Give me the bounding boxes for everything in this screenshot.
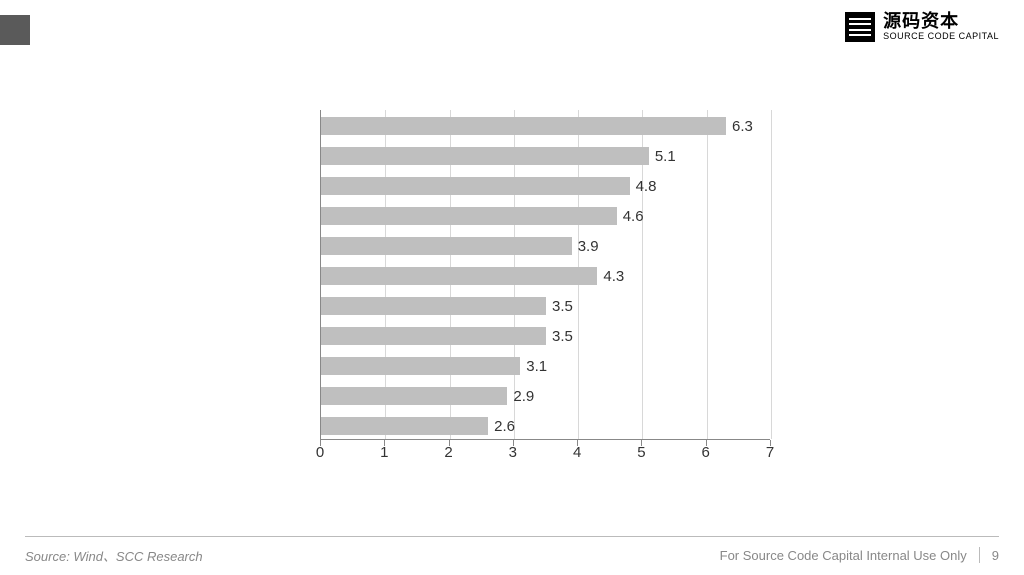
gridline (771, 110, 772, 439)
bar (321, 117, 726, 135)
logo-english: SOURCE CODE CAPITAL (883, 32, 999, 42)
bar (321, 267, 597, 285)
bar-chart: 报喜鸟6.3探路者5.1九牧王4.8七匹狼4.6雅戈尔3.9ME&CITY4.3… (230, 110, 810, 480)
bar (321, 297, 546, 315)
footer-right: For Source Code Capital Internal Use Onl… (720, 547, 999, 563)
bar (321, 177, 630, 195)
bar-value-label: 2.6 (494, 418, 515, 435)
bar (321, 327, 546, 345)
x-tick-label: 0 (316, 444, 324, 461)
bar (321, 387, 507, 405)
slide-accent-block (0, 15, 30, 45)
slide-footer: Source: Wind、SCC Research For Source Cod… (0, 535, 1024, 575)
x-tick-label: 5 (637, 444, 645, 461)
bar (321, 417, 488, 435)
bar (321, 147, 649, 165)
bar (321, 207, 617, 225)
bar-value-label: 6.3 (732, 118, 753, 135)
bar-value-label: 5.1 (655, 148, 676, 165)
bar-value-label: 3.9 (578, 238, 599, 255)
bar-value-label: 4.3 (603, 268, 624, 285)
bar-value-label: 3.1 (526, 358, 547, 375)
bar-value-label: 2.9 (513, 388, 534, 405)
source-text: Source: Wind、SCC Research (25, 546, 203, 565)
x-tick-label: 1 (380, 444, 388, 461)
bar (321, 357, 520, 375)
bar (321, 237, 572, 255)
footer-vertical-divider (979, 547, 980, 563)
x-tick-label: 4 (573, 444, 581, 461)
confidential-text: For Source Code Capital Internal Use Onl… (720, 548, 967, 563)
gridline (707, 110, 708, 439)
x-tick-label: 6 (702, 444, 710, 461)
company-logo: 源码资本 SOURCE CODE CAPITAL (845, 12, 999, 42)
bar-value-label: 4.6 (623, 208, 644, 225)
page-number: 9 (992, 548, 999, 563)
x-tick-label: 3 (509, 444, 517, 461)
chart-plot-area: 报喜鸟6.3探路者5.1九牧王4.8七匹狼4.6雅戈尔3.9ME&CITY4.3… (320, 110, 770, 440)
logo-text: 源码资本 SOURCE CODE CAPITAL (883, 12, 999, 42)
logo-chinese: 源码资本 (883, 12, 999, 32)
bar-value-label: 4.8 (636, 178, 657, 195)
bar-value-label: 3.5 (552, 298, 573, 315)
bar-value-label: 3.5 (552, 328, 573, 345)
x-tick-label: 7 (766, 444, 774, 461)
x-tick-label: 2 (444, 444, 452, 461)
logo-icon (845, 12, 875, 42)
